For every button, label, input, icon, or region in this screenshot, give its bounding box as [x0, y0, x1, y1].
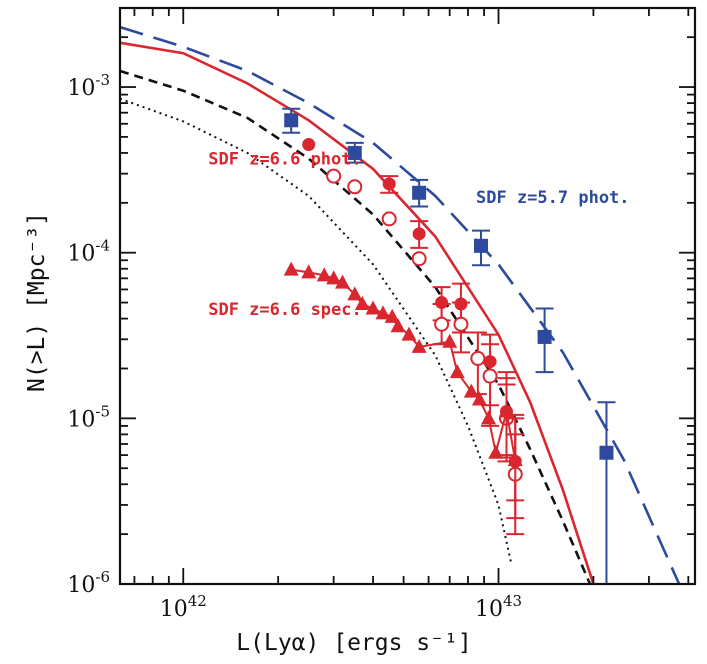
data-point — [507, 452, 523, 467]
data-point — [498, 403, 514, 418]
data-point — [283, 261, 299, 276]
model-curves — [120, 25, 681, 584]
data-point — [434, 316, 450, 332]
data-point — [384, 308, 400, 323]
x-axis-label: L(Lyα) [ergs s⁻¹] — [236, 630, 471, 656]
data-point — [411, 251, 427, 267]
data-point — [401, 326, 417, 341]
data-point — [435, 296, 449, 310]
data-point — [449, 364, 465, 379]
data-point — [354, 296, 370, 311]
data-point — [470, 350, 486, 366]
data-point — [347, 145, 362, 160]
y-tick-label: 10-5 — [67, 402, 110, 432]
series-label-z57-phot: SDF z=5.7 phot. — [476, 188, 630, 208]
data-point — [471, 391, 487, 406]
data-point — [347, 179, 363, 195]
series-3 — [283, 261, 525, 502]
data-point — [365, 300, 381, 315]
data-point — [375, 305, 391, 320]
data-point — [326, 270, 342, 285]
data-point — [411, 338, 427, 353]
data-point — [381, 211, 397, 227]
data-point — [412, 185, 427, 200]
data-point — [326, 168, 342, 184]
data-point — [599, 445, 614, 460]
axis-ticks — [120, 7, 695, 585]
y-tick-label: 10-3 — [67, 71, 110, 101]
data-point — [488, 444, 504, 459]
data-point — [347, 286, 363, 301]
data-point — [537, 329, 552, 344]
data-point — [301, 264, 317, 279]
data-point — [463, 383, 479, 398]
data-point — [335, 274, 351, 289]
series-label-z66-spec: SDF z=6.6 spec. — [208, 300, 362, 320]
data-points — [282, 107, 616, 584]
x-tick-label: 1042 — [160, 592, 207, 622]
data-point — [453, 316, 469, 332]
data-point — [284, 113, 299, 128]
series-label-z66-phot: SDF z=6.6 phot. — [208, 150, 362, 170]
x-tick-label: 1043 — [475, 592, 522, 622]
data-point — [481, 410, 497, 425]
red-solid-model — [120, 41, 595, 584]
black-dashed-model — [120, 69, 592, 584]
y-tick-label: 10-6 — [67, 568, 110, 598]
plot-frame — [118, 6, 697, 586]
black-dotted-model — [120, 97, 513, 566]
y-axis-label: N(>L) [Mpc⁻³] — [24, 212, 50, 392]
data-point — [412, 227, 426, 241]
data-point — [302, 137, 316, 151]
data-point — [390, 318, 406, 333]
data-point — [316, 267, 332, 282]
y-tick-label: 10-4 — [67, 237, 110, 267]
tick-labels: 1042 1043 10-3 10-4 10-5 10-6 — [67, 71, 522, 622]
series-0 — [282, 107, 616, 584]
data-point — [442, 333, 458, 348]
data-point — [382, 177, 396, 191]
blue-dashed-model — [120, 25, 681, 584]
data-point — [474, 238, 489, 253]
data-point — [482, 368, 498, 384]
